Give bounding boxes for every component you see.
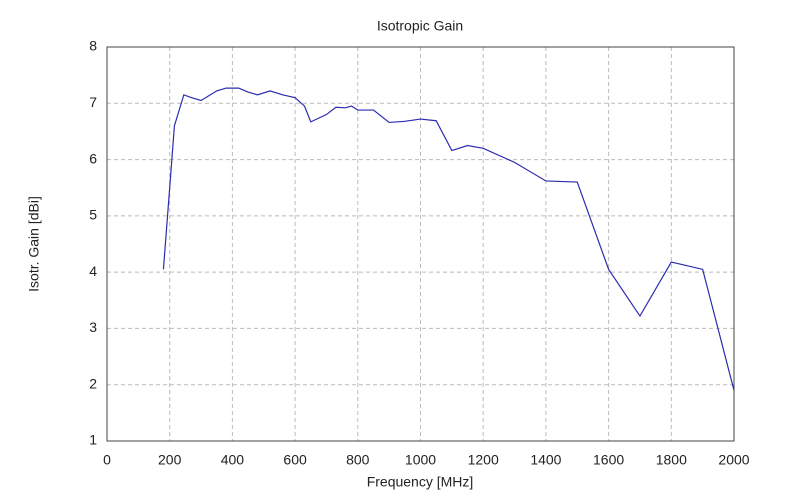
y-tick-label: 3 <box>89 319 97 335</box>
y-tick-label: 7 <box>89 94 97 110</box>
x-tick-label: 1200 <box>468 452 499 468</box>
y-tick-label: 4 <box>89 263 97 279</box>
x-tick-label: 600 <box>283 452 307 468</box>
x-tick-label: 200 <box>158 452 182 468</box>
y-tick-label: 5 <box>89 207 97 223</box>
chart-title: Isotropic Gain <box>377 18 463 34</box>
y-tick-label: 1 <box>89 432 97 448</box>
x-tick-label: 1400 <box>530 452 561 468</box>
x-axis-title: Frequency [MHz] <box>367 474 474 490</box>
x-tick-label: 1000 <box>405 452 436 468</box>
data-line <box>162 87 735 391</box>
x-tick-label: 800 <box>346 452 370 468</box>
x-tick-label: 2000 <box>718 452 749 468</box>
x-tick-label: 400 <box>221 452 245 468</box>
y-tick-label: 6 <box>89 150 97 166</box>
x-tick-label: 1800 <box>656 452 687 468</box>
y-axis-title: Isotr. Gain [dBi] <box>26 196 42 292</box>
y-tick-label: 8 <box>89 38 97 54</box>
y-tick-label: 2 <box>89 375 97 391</box>
x-tick-label: 1600 <box>593 452 624 468</box>
plot-frame <box>106 46 735 442</box>
x-tick-label: 0 <box>103 452 111 468</box>
